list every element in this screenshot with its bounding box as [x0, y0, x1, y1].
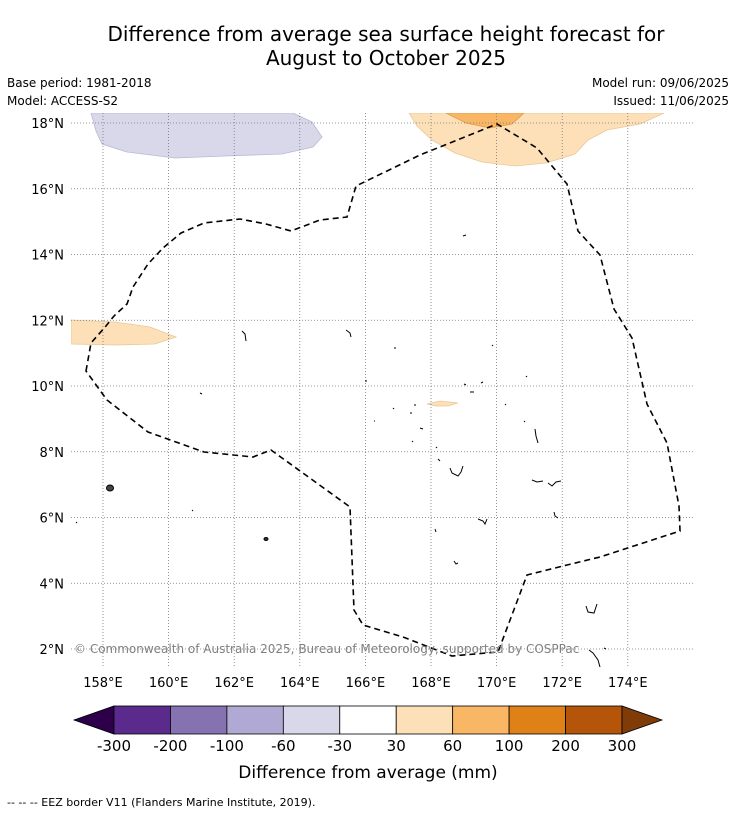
island	[462, 234, 467, 237]
island	[241, 330, 247, 342]
colorbar-over-arrow	[621, 705, 664, 735]
anomaly-patch-positive-north	[408, 113, 665, 167]
colorbar-title: Difference from average (mm)	[238, 763, 497, 783]
model-text: Model: ACCESS-S2	[7, 94, 119, 108]
map-area: © Commonwealth of Australia 2025, Bureau…	[71, 113, 695, 667]
lon-tick-label: 158°E	[83, 676, 123, 691]
colorbar-segment	[170, 705, 228, 735]
colorbar-tick-labels: -300 -200 -100 -60 -30 30 60 100 200 300	[97, 737, 636, 755]
island	[435, 446, 441, 462]
map-title: Difference from average sea surface heig…	[0, 22, 736, 70]
lat-tick-label: 14°N	[31, 249, 64, 264]
island	[263, 537, 269, 541]
meta-left: Base period: 1981-2018 Model: ACCESS-S2	[7, 74, 152, 110]
lon-tick-label: 174°E	[608, 676, 648, 691]
graticule	[71, 113, 695, 667]
colorbar-tick-label: 30	[387, 737, 406, 755]
lon-tick-label: 172°E	[542, 676, 582, 691]
colorbar-tick-label: -60	[271, 737, 296, 755]
island	[531, 479, 562, 487]
colorbar-tick-label: 60	[443, 737, 462, 755]
colorbar-tick-label: 100	[495, 737, 524, 755]
anomaly-patch-negative-northwest	[90, 113, 323, 159]
island	[75, 380, 367, 524]
colorbar-tick-label: 200	[551, 737, 580, 755]
colorbar: -300 -200 -100 -60 -30 30 60 100 200 300 Differen…	[72, 705, 664, 783]
colorbar-under-arrow	[72, 705, 115, 735]
copyright-notice: © Commonwealth of Australia 2025, Bureau…	[74, 642, 579, 656]
colorbar-segment	[113, 705, 171, 735]
island	[585, 603, 598, 614]
colorbar-tick-label: -200	[153, 737, 187, 755]
colorbar-segments	[113, 705, 623, 735]
island	[534, 428, 539, 444]
island	[504, 375, 528, 423]
colorbar-tick-label: -300	[97, 737, 131, 755]
colorbar-segment	[452, 705, 510, 735]
colorbar-segment	[395, 705, 454, 735]
island	[553, 511, 559, 519]
title-line-2: August to October 2025	[265, 46, 507, 70]
lon-tick-label: 170°E	[477, 676, 517, 691]
base-period-text: Base period: 1981-2018	[7, 76, 152, 90]
lon-tick-label: 162°E	[214, 676, 254, 691]
lat-tick-label: 2°N	[40, 643, 65, 658]
colorbar-segment	[226, 705, 284, 735]
longitude-tick-labels: 158°E 160°E 162°E 164°E 166°E 168°E 170°E 172°E…	[83, 676, 647, 691]
island	[588, 647, 607, 667]
island	[106, 484, 114, 492]
colorbar-segment	[565, 705, 623, 735]
title-line-1: Difference from average sea surface heig…	[107, 22, 665, 46]
colorbar-segment	[508, 705, 566, 735]
island	[449, 465, 464, 477]
colorbar-segment	[339, 705, 397, 735]
island	[491, 344, 494, 347]
meta-right: Model run: 09/06/2025 Issued: 11/06/2025	[592, 74, 729, 110]
lat-tick-label: 16°N	[31, 183, 64, 198]
island	[477, 518, 488, 526]
island	[392, 404, 416, 414]
lat-tick-label: 12°N	[31, 314, 64, 329]
anomaly-patch-positive-small	[426, 400, 459, 407]
island	[345, 329, 352, 338]
island	[434, 528, 437, 533]
lon-tick-label: 160°E	[149, 676, 189, 691]
colorbar-tick-label: 300	[608, 737, 637, 755]
colorbar-tick-label: -30	[328, 737, 353, 755]
island	[453, 560, 459, 565]
lat-tick-label: 4°N	[40, 577, 65, 592]
island	[463, 381, 484, 393]
lon-tick-label: 164°E	[280, 676, 320, 691]
lat-tick-label: 18°N	[31, 117, 64, 132]
islands	[75, 234, 607, 667]
latitude-tick-labels: 2°N 4°N 6°N 8°N 10°N 12°N 14°N 16°N 18°N	[31, 117, 64, 658]
lat-tick-label: 8°N	[40, 446, 65, 461]
anomaly-patch-positive-west	[71, 319, 178, 346]
island	[199, 392, 203, 395]
eez-footnote: -- -- -- EEZ border V11 (Flanders Marine…	[7, 796, 316, 809]
lat-tick-label: 10°N	[31, 380, 64, 395]
island	[374, 420, 424, 443]
lon-tick-label: 168°E	[411, 676, 451, 691]
model-run-text: Model run: 09/06/2025	[591, 76, 729, 90]
colorbar-segment	[282, 705, 341, 735]
issued-text: Issued: 11/06/2025	[613, 94, 729, 108]
lat-tick-label: 6°N	[40, 512, 65, 527]
colorbar-tick-label: -100	[210, 737, 244, 755]
eez-border	[85, 123, 681, 657]
lon-tick-label: 166°E	[346, 676, 386, 691]
